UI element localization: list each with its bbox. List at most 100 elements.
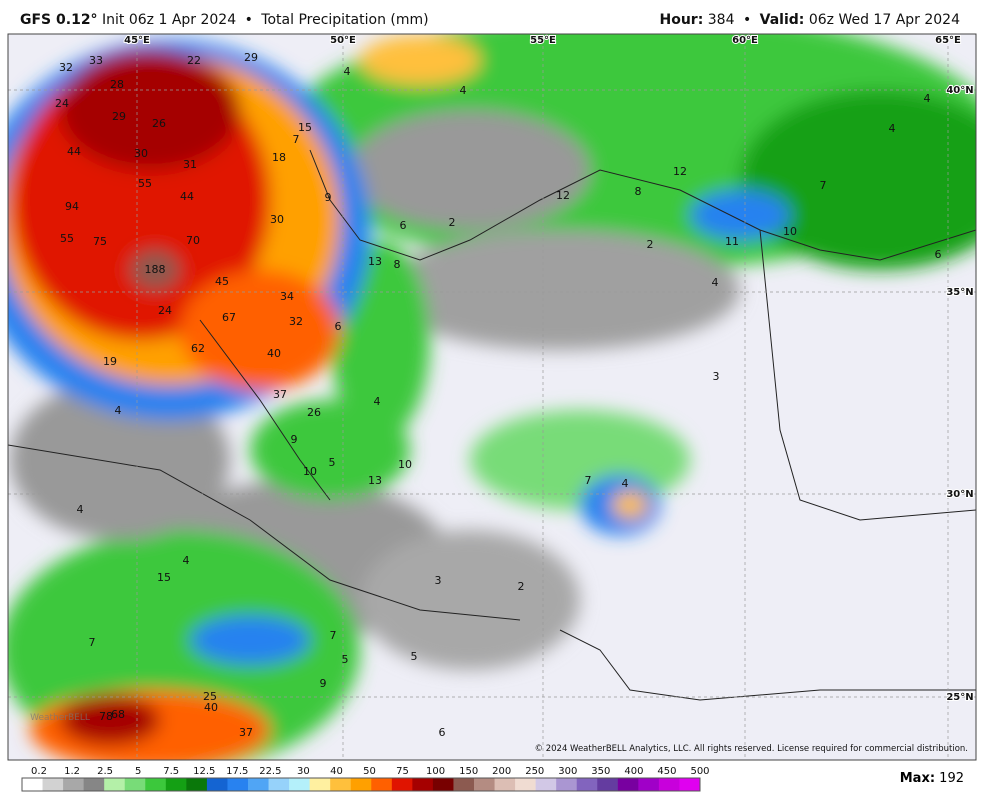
precip-label: 33 (89, 54, 103, 67)
precip-label: 7 (89, 636, 96, 649)
colorbar-label: 100 (426, 766, 445, 777)
precip-label: 24 (55, 97, 69, 110)
graticule-label: 65°E (935, 35, 961, 46)
precip-label: 94 (65, 200, 79, 213)
precip-label: 22 (187, 54, 201, 67)
colorbar-swatch (597, 778, 619, 791)
graticule-label: 60°E (732, 35, 758, 46)
init: Init 06z 1 Apr 2024 (102, 12, 237, 28)
colorbar-swatch (371, 778, 393, 791)
precip-label: 44 (67, 145, 81, 158)
precip-label: 24 (158, 304, 172, 317)
colorbar-swatch (289, 778, 311, 791)
colorbar-label: 1.2 (64, 766, 80, 777)
colorbar-swatch (63, 778, 85, 791)
precip-label: 10 (398, 458, 412, 471)
precip-label: 62 (191, 342, 205, 355)
precip-label: 15 (157, 571, 171, 584)
precip-label: 78 (99, 710, 113, 723)
precip-label: 4 (622, 477, 629, 490)
colorbar-swatch (576, 778, 598, 791)
precip-label: 9 (325, 191, 332, 204)
hour: 384 (707, 12, 735, 28)
graticule-label: 30°N (946, 489, 973, 500)
precip-label: 30 (270, 213, 284, 226)
precip-label: 25 (203, 690, 217, 703)
colorbar-frame (21, 777, 701, 792)
graticule-label: 40°N (946, 85, 973, 96)
precip-label: 40 (267, 347, 281, 360)
precip-label: 26 (307, 406, 321, 419)
colorbar-swatch (227, 778, 249, 791)
precip-label: 7 (585, 474, 592, 487)
graticule-label: 25°N (946, 692, 973, 703)
hour-label: Hour: (659, 12, 704, 28)
graticule-label: 50°E (330, 35, 356, 46)
precip-label: 4 (77, 503, 84, 516)
colorbar-label: 250 (525, 766, 544, 777)
precip-label: 10 (303, 465, 317, 478)
logo: WeatherBELL (30, 713, 90, 723)
precip-label: 5 (411, 650, 418, 663)
separator: • (244, 12, 253, 28)
precip-label: 7 (293, 133, 300, 146)
precip-label: 12 (556, 189, 570, 202)
precip-label: 13 (368, 474, 382, 487)
precip-label: 30 (134, 147, 148, 160)
max: Max: 192 (900, 771, 964, 786)
product: Total Precipitation (mm) (261, 12, 429, 28)
precip-label: 32 (289, 315, 303, 328)
precip-label: 44 (180, 190, 194, 203)
colorbar-swatch (186, 778, 208, 791)
precip-label: 6 (400, 219, 407, 232)
colorbar-swatch (453, 778, 475, 791)
precip-field (8, 34, 976, 760)
precip-label: 29 (244, 51, 258, 64)
precip-label: 3 (713, 370, 720, 383)
precip-label: 55 (138, 177, 152, 190)
colorbar-label: 450 (657, 766, 676, 777)
colorbar-label: 300 (558, 766, 577, 777)
colorbar-swatch (658, 778, 680, 791)
colorbar-swatch (145, 778, 167, 791)
precip-label: 4 (460, 84, 467, 97)
colorbar-label: 75 (396, 766, 409, 777)
colorbar-label: 7.5 (163, 766, 179, 777)
precip-label: 7 (330, 629, 337, 642)
precip-label: 9 (291, 433, 298, 446)
precip-label: 28 (110, 78, 124, 91)
colorbar-swatch (42, 778, 64, 791)
precip-label: 4 (344, 65, 351, 78)
colorbar-label: 40 (330, 766, 343, 777)
precip-label: 8 (394, 258, 401, 271)
colorbar-swatch (556, 778, 578, 791)
precip-label: 70 (186, 234, 200, 247)
colorbar-swatch (617, 778, 639, 791)
precip-label: 11 (725, 235, 739, 248)
precip-label: 8 (635, 185, 642, 198)
precip-label: 4 (889, 122, 896, 135)
valid: 06z Wed 17 Apr 2024 (808, 12, 960, 28)
precip-label: 6 (439, 726, 446, 739)
precip-label: 10 (783, 225, 797, 238)
colorbar-label: 5 (135, 766, 141, 777)
colorbar-swatch (391, 778, 413, 791)
precip-label: 5 (342, 653, 349, 666)
colorbar-swatch (309, 778, 331, 791)
precip-label: 7 (820, 179, 827, 192)
precip-label: 6 (935, 248, 942, 261)
precip-label: 9 (320, 677, 327, 690)
colorbar-label: 17.5 (226, 766, 248, 777)
copyright: © 2024 WeatherBELL Analytics, LLC. All r… (535, 744, 968, 754)
colorbar-swatch (268, 778, 290, 791)
precip-label: 5 (329, 456, 336, 469)
precip-label: 40 (204, 701, 218, 714)
precip-label: 75 (93, 235, 107, 248)
colorbar-label: 22.5 (259, 766, 281, 777)
precip-label: 4 (924, 92, 931, 105)
precip-label: 12 (673, 165, 687, 178)
precip-label: 4 (183, 554, 190, 567)
colorbar-swatch (474, 778, 496, 791)
separator: • (742, 12, 752, 28)
